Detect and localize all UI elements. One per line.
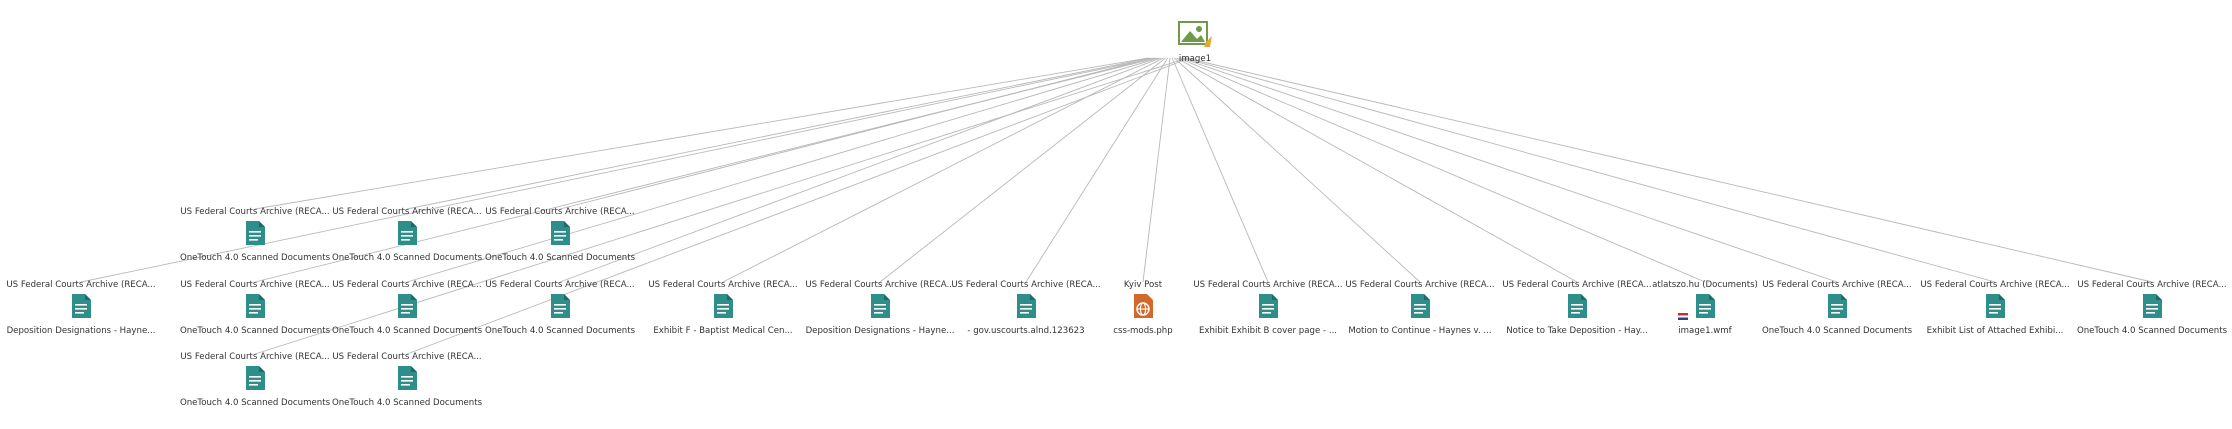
node-title-label: OneTouch 4.0 Scanned Documents [331, 398, 483, 408]
document-icon [244, 220, 266, 246]
node-source-label: US Federal Courts Archive (RECA... [332, 207, 482, 217]
edge [254, 57, 1149, 210]
node-source-label: US Federal Courts Archive (RECA... [180, 352, 330, 362]
node-title-label: Deposition Designations - Hayne... [6, 326, 156, 336]
edge [406, 57, 1190, 355]
node-source-label: US Federal Courts Archive (RECA... [805, 280, 955, 290]
web-page-icon [1132, 293, 1154, 319]
edge [1142, 57, 1171, 283]
node-source-label: US Federal Courts Archive (RECA... [485, 207, 635, 217]
node-title-label: OneTouch 4.0 Scanned Documents [2076, 326, 2228, 336]
flag-icon [1678, 313, 1688, 320]
document-icon [549, 220, 571, 246]
document-icon [70, 293, 92, 319]
node-title-label: Exhibit F - Baptist Medical Cen... [653, 326, 793, 336]
edge [1174, 57, 1421, 283]
edge [1178, 57, 1706, 283]
node-source-label: US Federal Courts Archive (RECA... [1762, 280, 1912, 290]
node-source-label: US Federal Courts Archive (RECA... [332, 352, 482, 362]
edge [1171, 57, 1269, 283]
document-icon [1257, 293, 1279, 319]
node-source-label: US Federal Courts Archive (RECA... [1920, 280, 2070, 290]
document-icon [869, 293, 891, 319]
document-icon [244, 293, 266, 319]
edge [1180, 57, 1838, 283]
edge [879, 57, 1166, 283]
node-title-label: OneTouch 4.0 Scanned Documents [179, 398, 331, 408]
node-title-label: OneTouch 4.0 Scanned Documents [331, 326, 483, 336]
edge [80, 57, 1155, 283]
document-icon [1826, 293, 1848, 319]
node-title-label: Exhibit List of Attached Exhibi... [1926, 326, 2064, 336]
document-icon [1409, 293, 1431, 319]
edge [1185, 57, 2153, 283]
edge [559, 57, 1153, 210]
edge [406, 57, 1160, 283]
node-title-label: OneTouch 4.0 Scanned Documents [331, 253, 483, 263]
edge [559, 57, 1162, 283]
node-source-label: US Federal Courts Archive (RECA... [180, 207, 330, 217]
document-icon [396, 365, 418, 391]
node-source-label: US Federal Courts Archive (RECA... [1193, 280, 1343, 290]
node-title-label: OneTouch 4.0 Scanned Documents [1761, 326, 1913, 336]
node-title-label: Exhibit Exhibit B cover page - ... [1198, 326, 1338, 336]
node-source-label: US Federal Courts Archive (RECA... [1345, 280, 1495, 290]
edge [406, 57, 1151, 210]
node-title-label: OneTouch 4.0 Scanned Documents [484, 326, 636, 336]
edge [1183, 57, 1996, 283]
node-source-label: US Federal Courts Archive (RECA... [485, 280, 635, 290]
document-icon [1566, 293, 1588, 319]
document-icon [396, 293, 418, 319]
document-icon [396, 220, 418, 246]
node-title-label: Motion to Continue - Haynes v. ... [1348, 326, 1492, 336]
node-title-label: OneTouch 4.0 Scanned Documents [484, 253, 636, 263]
node-source-label: US Federal Courts Archive (RECA... [6, 280, 156, 290]
edge [1176, 57, 1578, 283]
document-icon [2141, 293, 2163, 319]
document-icon [712, 293, 734, 319]
document-icon [1694, 293, 1716, 319]
node-title-label: OneTouch 4.0 Scanned Documents [179, 253, 331, 263]
image-icon [1178, 21, 1212, 47]
node-title-label: OneTouch 4.0 Scanned Documents [179, 326, 331, 336]
edge [254, 57, 1157, 283]
node-source-label: US Federal Courts Archive (RECA... [2077, 280, 2227, 290]
root-label: image1 [1178, 54, 1212, 64]
root-node-image1[interactable]: image1 [1155, 20, 1235, 64]
node-source-label: US Federal Courts Archive (RECA... [648, 280, 798, 290]
document-icon [549, 293, 571, 319]
node-source-label: US Federal Courts Archive (RECA... [180, 280, 330, 290]
document-icon [244, 365, 266, 391]
node-title-label: Deposition Designations - Hayne... [805, 326, 955, 336]
node-source-label: US Federal Courts Archive (RECA... [332, 280, 482, 290]
document-icon [1015, 293, 1037, 319]
edge [1025, 57, 1169, 283]
document-icon [1984, 293, 2006, 319]
